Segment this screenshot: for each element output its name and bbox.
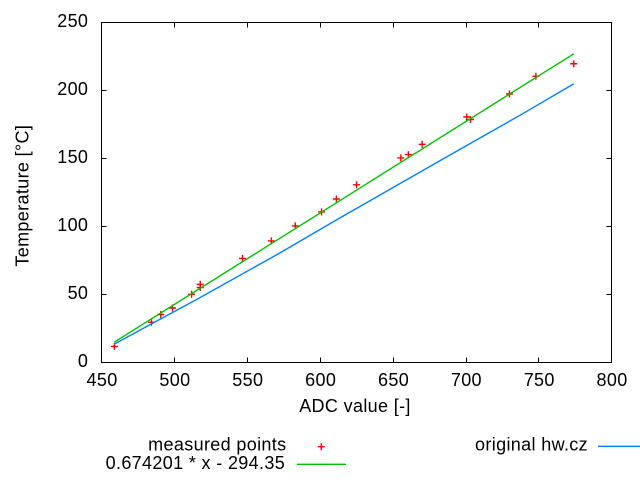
svg-text:150: 150 <box>57 147 88 167</box>
svg-text:ADC value [-]: ADC value [-] <box>299 396 411 416</box>
svg-text:750: 750 <box>524 370 555 390</box>
svg-text:600: 600 <box>305 370 336 390</box>
svg-text:700: 700 <box>451 370 482 390</box>
svg-text:650: 650 <box>378 370 409 390</box>
svg-text:450: 450 <box>87 370 118 390</box>
svg-text:original hw.cz: original hw.cz <box>475 435 588 455</box>
svg-text:250: 250 <box>57 11 88 31</box>
svg-text:50: 50 <box>68 283 89 303</box>
svg-text:550: 550 <box>232 370 263 390</box>
svg-text:100: 100 <box>57 215 88 235</box>
svg-text:800: 800 <box>597 370 628 390</box>
svg-text:0.674201 * x - 294.35: 0.674201 * x - 294.35 <box>106 453 285 473</box>
svg-text:500: 500 <box>159 370 190 390</box>
svg-text:measured points: measured points <box>148 435 286 455</box>
svg-text:200: 200 <box>57 79 88 99</box>
svg-text:0: 0 <box>78 351 88 371</box>
svg-text:Temperature [°C]: Temperature [°C] <box>13 125 33 267</box>
